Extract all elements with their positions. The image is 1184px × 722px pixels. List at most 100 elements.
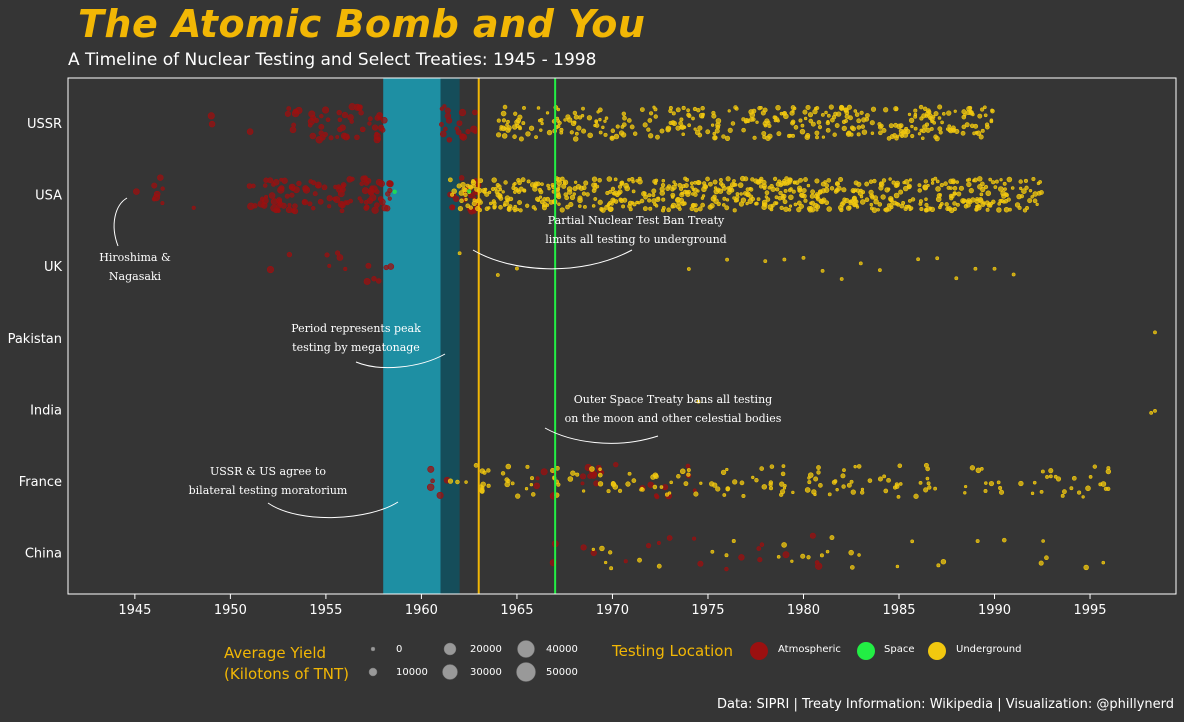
test-point (444, 107, 451, 114)
test-point (286, 251, 293, 258)
test-point (739, 192, 743, 196)
test-point (606, 176, 613, 182)
test-point (439, 121, 444, 127)
test-point (464, 480, 468, 484)
test-point (336, 109, 342, 116)
test-point (620, 132, 627, 138)
test-point (456, 183, 462, 189)
test-point (941, 111, 946, 116)
annotation-text: bilateral testing moratorium (189, 484, 348, 497)
annotation-text: limits all testing to underground (545, 233, 726, 246)
test-point (984, 481, 988, 485)
test-point (278, 185, 285, 192)
test-point (925, 476, 930, 481)
test-point (887, 187, 891, 191)
test-point (841, 125, 847, 131)
test-point (768, 482, 773, 487)
test-point (973, 266, 978, 271)
test-point (252, 203, 258, 209)
test-point (452, 195, 460, 202)
test-point (372, 124, 379, 131)
test-point (533, 482, 540, 490)
test-point (857, 190, 864, 196)
test-point (870, 194, 875, 200)
test-point (820, 112, 825, 117)
test-point (1008, 207, 1012, 212)
test-point (759, 542, 765, 547)
test-point (536, 106, 541, 110)
test-point (599, 208, 604, 212)
test-point (888, 177, 892, 181)
test-point (753, 178, 759, 184)
test-point (815, 196, 819, 200)
test-point (522, 188, 527, 193)
test-point (782, 199, 788, 205)
test-point (950, 178, 956, 184)
test-point (540, 468, 548, 476)
test-point (774, 195, 779, 200)
test-point (311, 205, 316, 211)
test-point (472, 109, 478, 116)
test-point (918, 104, 924, 110)
test-point (623, 559, 628, 564)
test-point (480, 486, 485, 490)
test-point (961, 198, 967, 203)
test-point (937, 116, 942, 120)
test-point (769, 207, 774, 212)
test-point (816, 120, 822, 125)
test-point (797, 188, 802, 193)
test-point (1088, 475, 1093, 479)
test-point (665, 125, 672, 132)
test-point (738, 201, 745, 207)
y-tick-label: Pakistan (8, 332, 62, 347)
test-point (896, 494, 901, 499)
color-legend-title: Testing Location (612, 642, 733, 660)
test-point (829, 535, 835, 541)
test-point (923, 179, 928, 184)
test-point (589, 466, 595, 472)
test-point (751, 117, 756, 122)
test-point (813, 492, 817, 497)
test-point (427, 465, 435, 473)
test-point (954, 276, 959, 281)
test-point (741, 493, 746, 499)
test-point (573, 120, 577, 124)
test-point (952, 201, 957, 206)
test-point (499, 127, 503, 131)
test-point (495, 183, 500, 188)
test-point (697, 560, 704, 567)
test-point (810, 121, 816, 127)
test-point (1106, 466, 1111, 471)
test-point (572, 110, 578, 116)
test-point (791, 490, 795, 495)
test-point (506, 119, 510, 124)
test-point (983, 488, 988, 493)
test-point (518, 136, 524, 142)
test-point (693, 491, 699, 497)
test-point (599, 545, 605, 552)
test-point (881, 178, 887, 183)
test-point (367, 187, 375, 195)
test-point (716, 201, 721, 207)
test-point (627, 471, 632, 476)
test-point (756, 197, 761, 201)
test-point (946, 206, 952, 212)
test-point (562, 179, 569, 186)
test-point (913, 112, 918, 117)
test-point (315, 136, 323, 144)
test-point (621, 111, 627, 116)
test-point (1017, 205, 1022, 210)
test-point (891, 180, 896, 185)
annotation-text: on the moon and other celestial bodies (565, 412, 782, 425)
test-point (715, 118, 722, 124)
test-point (913, 108, 918, 113)
test-point (813, 476, 819, 482)
test-point (522, 105, 526, 110)
color-legend-label-atmospheric: Atmospheric (778, 644, 841, 655)
test-point (675, 125, 681, 131)
test-point (459, 198, 464, 204)
test-point (938, 193, 942, 197)
test-point (964, 122, 970, 128)
test-point (277, 201, 283, 207)
test-point (739, 175, 746, 182)
